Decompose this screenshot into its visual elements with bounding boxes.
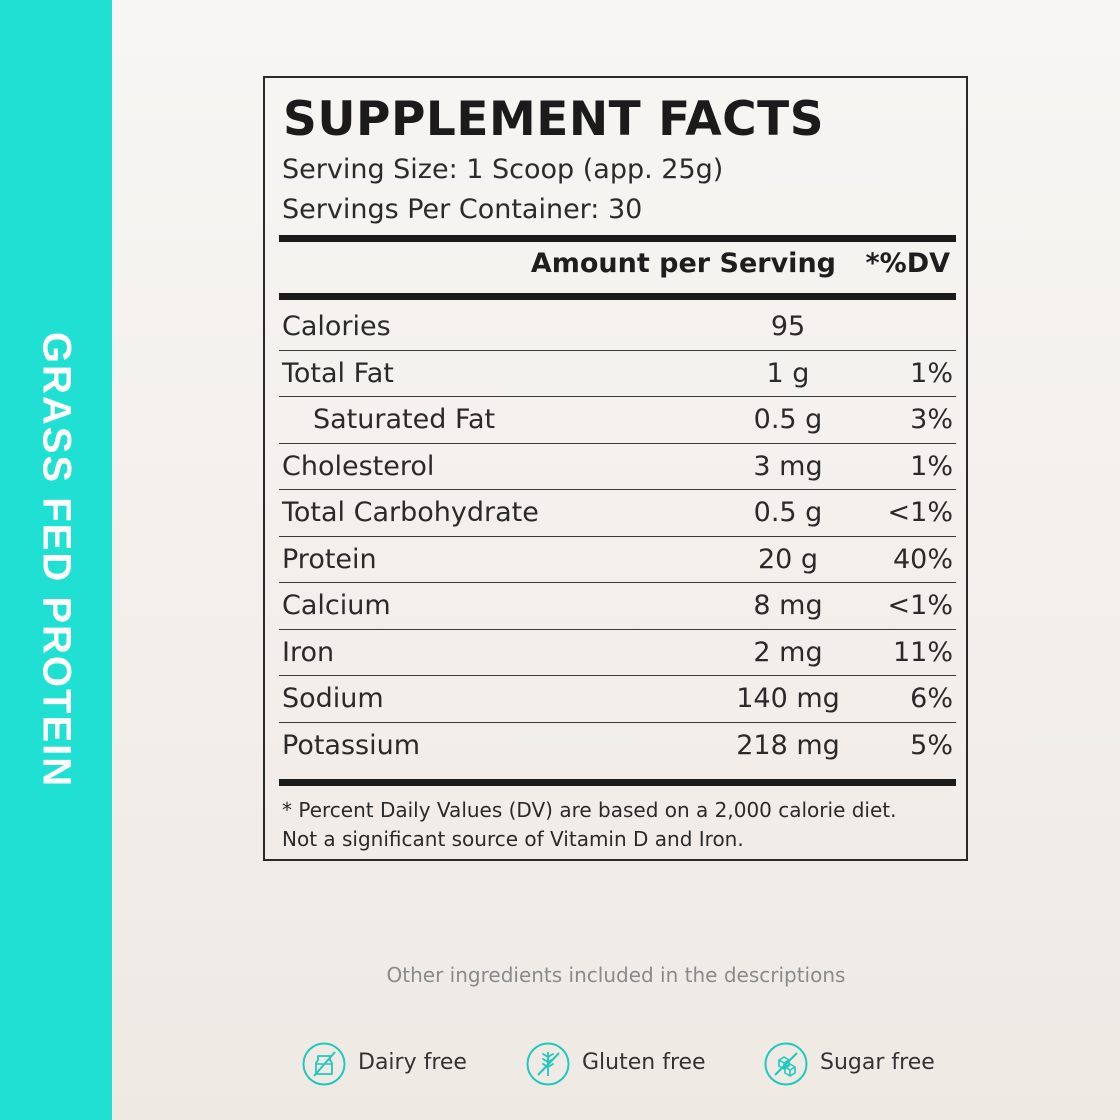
table-row: Total Fat 1 g 1% bbox=[279, 351, 956, 397]
divider-thick bbox=[279, 235, 956, 242]
divider-thick bbox=[279, 293, 956, 300]
sidebar-label: GRASS FED PROTEIN bbox=[34, 331, 79, 789]
table-row: Calcium 8 mg <1% bbox=[279, 583, 956, 630]
nutrient-name: Saturated Fat bbox=[313, 404, 496, 435]
header-dv: *%DV bbox=[865, 248, 950, 279]
other-ingredients-note: Other ingredients included in the descri… bbox=[386, 963, 846, 987]
facts-title: SUPPLEMENT FACTS bbox=[283, 92, 825, 147]
gluten-free-icon bbox=[526, 1042, 570, 1086]
table-row: Iron 2 mg 11% bbox=[279, 630, 956, 676]
serving-size: Serving Size: 1 Scoop (app. 25g) bbox=[282, 154, 724, 185]
table-row: Potassium 218 mg 5% bbox=[279, 723, 956, 770]
nutrient-amount: 1 g bbox=[766, 357, 810, 389]
supplement-facts-panel: SUPPLEMENT FACTS Serving Size: 1 Scoop (… bbox=[263, 76, 968, 861]
nutrient-name: Total Carbohydrate bbox=[282, 497, 539, 528]
table-row: Total Carbohydrate 0.5 g <1% bbox=[279, 490, 956, 537]
table-row: Protein 20 g 40% bbox=[279, 537, 956, 583]
badge-label: Sugar free bbox=[820, 1050, 935, 1075]
diet-badges: Dairy free Gluten free Sugar free bbox=[0, 1040, 1120, 1090]
nutrient-amount: 218 mg bbox=[736, 729, 840, 761]
nutrient-dv: 5% bbox=[910, 729, 953, 761]
nutrient-dv: 6% bbox=[910, 683, 953, 714]
nutrient-amount: 140 mg bbox=[736, 683, 840, 714]
facts-table: Calories 95 Total Fat 1 g 1% Saturated F… bbox=[279, 304, 956, 769]
nutrient-amount: 0.5 g bbox=[753, 497, 823, 528]
footnote-source: Not a significant source of Vitamin D an… bbox=[282, 827, 744, 851]
footnote-dv: * Percent Daily Values (DV) are based on… bbox=[282, 798, 897, 822]
servings-per-container: Servings Per Container: 30 bbox=[282, 194, 643, 225]
nutrient-name: Potassium bbox=[282, 729, 421, 761]
nutrient-amount: 8 mg bbox=[753, 590, 823, 621]
nutrient-amount: 0.5 g bbox=[753, 404, 823, 435]
footnote: * Percent Daily Values (DV) are based on… bbox=[282, 796, 962, 854]
badge-label: Gluten free bbox=[582, 1050, 706, 1075]
table-row: Cholesterol 3 mg 1% bbox=[279, 444, 956, 490]
nutrient-dv: 3% bbox=[910, 404, 953, 435]
nutrient-amount: 95 bbox=[770, 311, 806, 342]
sugar-free-icon bbox=[764, 1042, 808, 1086]
nutrient-dv: 1% bbox=[910, 357, 953, 389]
nutrient-name: Cholesterol bbox=[282, 450, 435, 482]
badge-label: Dairy free bbox=[358, 1050, 467, 1075]
nutrient-name: Calories bbox=[282, 311, 391, 342]
table-row: Saturated Fat 0.5 g 3% bbox=[279, 397, 956, 444]
nutrient-name: Protein bbox=[282, 543, 377, 575]
nutrient-dv: 40% bbox=[892, 543, 953, 575]
divider-thick bbox=[279, 779, 956, 786]
nutrient-dv: <1% bbox=[887, 590, 953, 621]
nutrient-name: Iron bbox=[282, 636, 335, 668]
nutrient-amount: 3 mg bbox=[753, 450, 823, 482]
nutrient-name: Sodium bbox=[282, 683, 384, 714]
nutrient-amount: 2 mg bbox=[753, 636, 823, 668]
table-row: Calories 95 bbox=[279, 304, 956, 351]
nutrient-name: Total Fat bbox=[282, 357, 394, 389]
nutrient-dv: <1% bbox=[887, 497, 953, 528]
nutrient-amount: 20 g bbox=[757, 543, 819, 575]
dairy-free-icon bbox=[302, 1042, 346, 1086]
nutrient-dv: 11% bbox=[892, 636, 953, 668]
nutrient-name: Calcium bbox=[282, 590, 391, 621]
nutrient-dv: 1% bbox=[910, 450, 953, 482]
sidebar: GRASS FED PROTEIN bbox=[0, 0, 112, 1120]
table-row: Sodium 140 mg 6% bbox=[279, 676, 956, 723]
header-amount: Amount per Serving bbox=[530, 248, 836, 279]
